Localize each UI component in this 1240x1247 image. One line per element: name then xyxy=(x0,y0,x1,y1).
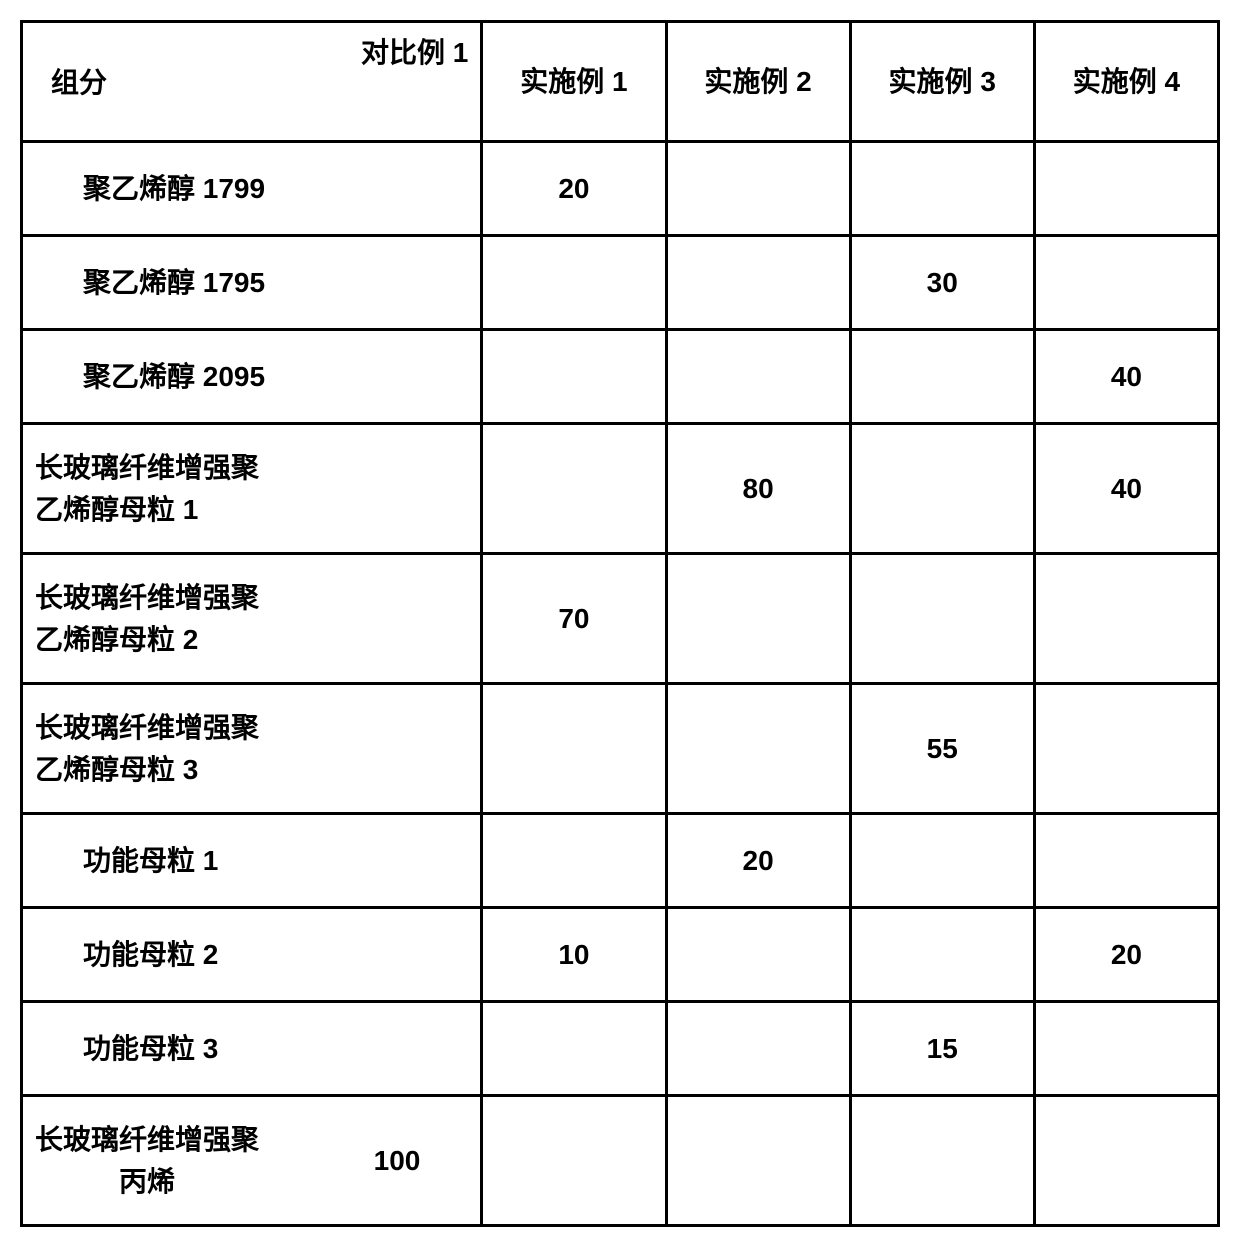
row-label: 功能母粒 2 xyxy=(83,939,218,970)
row-label-cell: 长玻璃纤维增强聚 乙烯醇母粒 2 xyxy=(22,554,482,684)
row-value-cell: 80 xyxy=(666,424,850,554)
row-label: 长玻璃纤维增强聚 乙烯醇母粒 3 xyxy=(35,712,259,785)
row-label: 聚乙烯醇 1795 xyxy=(83,267,265,298)
row-value-cell: 55 xyxy=(850,684,1034,814)
row-label-cell: 功能母粒 2 xyxy=(22,908,482,1002)
row-value-cell xyxy=(666,330,850,424)
header-example-col: 实施例 2 xyxy=(666,22,850,142)
table-row: 聚乙烯醇 1799 20 xyxy=(22,142,1219,236)
row-value-cell xyxy=(1034,554,1218,684)
row-value-cell: 40 xyxy=(1034,330,1218,424)
row-label: 聚乙烯醇 1799 xyxy=(83,173,265,204)
row-value-cell xyxy=(850,814,1034,908)
row-value-cell xyxy=(1034,814,1218,908)
row-value-cell xyxy=(666,1002,850,1096)
row-label: 长玻璃纤维增强聚 乙烯醇母粒 1 xyxy=(35,452,259,525)
table-row: 长玻璃纤维增强聚 乙烯醇母粒 1 80 40 xyxy=(22,424,1219,554)
row-value-cell xyxy=(850,142,1034,236)
table-header-row: 组分 对比例 1 实施例 1实施例 2实施例 3实施例 4 xyxy=(22,22,1219,142)
table-row: 功能母粒 3 15 xyxy=(22,1002,1219,1096)
row-label-cell: 长玻璃纤维增强聚 丙烯100 xyxy=(22,1096,482,1226)
row-label-cell: 功能母粒 3 xyxy=(22,1002,482,1096)
row-value-cell xyxy=(666,1096,850,1226)
table-row: 长玻璃纤维增强聚 丙烯100 xyxy=(22,1096,1219,1226)
row-label: 聚乙烯醇 2095 xyxy=(83,361,265,392)
row-value-cell xyxy=(666,684,850,814)
row-label: 功能母粒 3 xyxy=(83,1033,218,1064)
row-label-cell: 长玻璃纤维增强聚 乙烯醇母粒 1 xyxy=(22,424,482,554)
table-row: 聚乙烯醇 1795 30 xyxy=(22,236,1219,330)
row-value-cell: 15 xyxy=(850,1002,1034,1096)
row-value-cell xyxy=(1034,1002,1218,1096)
row-value-cell: 20 xyxy=(666,814,850,908)
row-label: 长玻璃纤维增强聚 乙烯醇母粒 2 xyxy=(35,582,259,655)
row-value-cell xyxy=(1034,684,1218,814)
row-value-cell: 30 xyxy=(850,236,1034,330)
header-example-col: 实施例 1 xyxy=(482,22,666,142)
row-value-cell xyxy=(850,908,1034,1002)
row-label-cell: 功能母粒 1 xyxy=(22,814,482,908)
row-value-cell xyxy=(666,142,850,236)
table-row: 长玻璃纤维增强聚 乙烯醇母粒 2 70 xyxy=(22,554,1219,684)
row-inline-value: 100 xyxy=(374,1145,421,1177)
row-value-cell xyxy=(482,814,666,908)
row-label: 功能母粒 1 xyxy=(83,845,218,876)
row-value-cell xyxy=(482,684,666,814)
row-value-cell xyxy=(482,424,666,554)
header-comparison-label: 对比例 1 xyxy=(361,33,468,72)
row-value-cell xyxy=(850,330,1034,424)
row-value-cell: 10 xyxy=(482,908,666,1002)
row-value-cell xyxy=(482,236,666,330)
table-row: 长玻璃纤维增强聚 乙烯醇母粒 3 55 xyxy=(22,684,1219,814)
row-value-cell xyxy=(850,1096,1034,1226)
row-value-cell xyxy=(666,554,850,684)
row-label-cell: 聚乙烯醇 1799 xyxy=(22,142,482,236)
row-value-cell xyxy=(666,236,850,330)
row-value-cell xyxy=(850,554,1034,684)
header-example-col: 实施例 3 xyxy=(850,22,1034,142)
row-value-cell xyxy=(850,424,1034,554)
row-value-cell xyxy=(482,1002,666,1096)
table-row: 功能母粒 1 20 xyxy=(22,814,1219,908)
table-row: 功能母粒 2 10 20 xyxy=(22,908,1219,1002)
row-value-cell xyxy=(1034,142,1218,236)
row-label-cell: 长玻璃纤维增强聚 乙烯醇母粒 3 xyxy=(22,684,482,814)
row-value-cell xyxy=(1034,1096,1218,1226)
row-value-cell xyxy=(1034,236,1218,330)
row-value-cell: 20 xyxy=(482,142,666,236)
row-value-cell xyxy=(666,908,850,1002)
header-label-cell: 组分 对比例 1 xyxy=(22,22,482,142)
row-value-cell: 40 xyxy=(1034,424,1218,554)
table-row: 聚乙烯醇 2095 40 xyxy=(22,330,1219,424)
header-component-label: 组分 xyxy=(51,61,107,101)
row-value-cell xyxy=(482,1096,666,1226)
row-label-cell: 聚乙烯醇 2095 xyxy=(22,330,482,424)
row-value-cell xyxy=(482,330,666,424)
header-example-col: 实施例 4 xyxy=(1034,22,1218,142)
row-value-cell: 20 xyxy=(1034,908,1218,1002)
row-value-cell: 70 xyxy=(482,554,666,684)
data-table: 组分对比例 1实施例 1实施例 2实施例 3实施例 4聚乙烯醇 179920聚乙… xyxy=(20,20,1220,1227)
row-label-cell: 聚乙烯醇 1795 xyxy=(22,236,482,330)
